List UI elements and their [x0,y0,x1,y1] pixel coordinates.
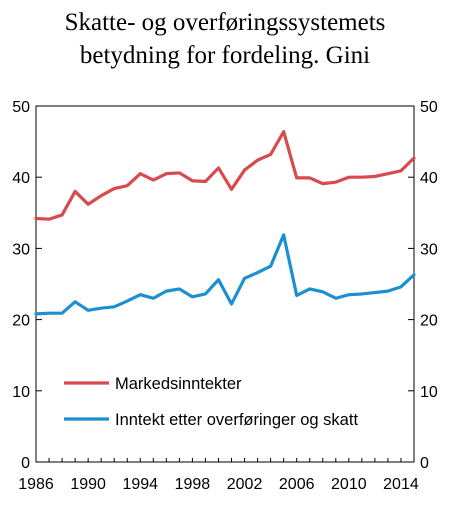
y-tick-label-left: 0 [21,455,30,472]
y-tick-label-left: 20 [12,313,30,330]
y-tick-label-left: 10 [12,384,30,401]
y-tick-label-left: 30 [12,241,30,258]
x-tick-label: 2014 [383,476,419,493]
y-tick-label-right: 0 [420,455,429,472]
series-line-1 [34,130,416,221]
y-tick-label-right: 20 [420,313,438,330]
series-line-2 [34,233,416,316]
plot-frame [35,105,415,463]
legend-label-1: Markedsinntekter [115,375,242,393]
y-tick-label-left: 50 [12,99,30,116]
axes: 0 0 10 10 20 20 30 30 40 40 50 50 1986 1990 1994 1998 20… [12,99,438,493]
chart-title: Skatte- og overføringssystemets betydnin… [0,6,450,72]
x-tick-label: 1998 [175,476,211,493]
x-tick-label: 1990 [70,476,106,493]
y-tick-label-right: 40 [420,170,438,187]
x-tick-label: 1986 [18,476,54,493]
y-tick-label-left: 40 [12,170,30,187]
legend: Markedsinntekter Inntekt etter overføring… [64,375,358,429]
series-layer [34,130,416,316]
x-tick-label: 2002 [227,476,263,493]
y-tick-label-right: 30 [420,241,438,258]
x-tick-label: 2010 [331,476,367,493]
chart-title-line1: Skatte- og overføringssystemets [64,9,386,36]
x-tick-label: 2006 [279,476,315,493]
legend-label-2: Inntekt etter overføringer og skatt [115,411,358,429]
y-tick-label-right: 10 [420,384,438,401]
x-tick-label: 1994 [122,476,158,493]
chart-title-line2: betydning for fordeling. Gini [79,42,371,69]
y-tick-label-right: 50 [420,99,438,116]
